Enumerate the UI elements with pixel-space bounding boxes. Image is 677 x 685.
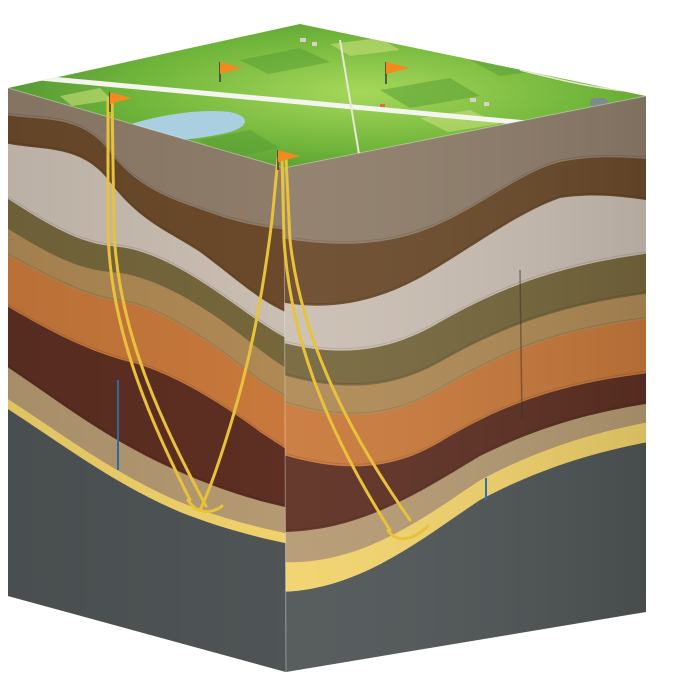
well-paths: [106, 96, 430, 541]
cube-right-face: [284, 96, 646, 672]
surface-road-secondary: [339, 39, 361, 161]
well-flags: [109, 62, 410, 170]
well-1-path-a: [106, 96, 192, 502]
flag-3: [385, 62, 410, 84]
well-2-path-a: [198, 156, 280, 512]
right-face-shading: [284, 96, 646, 672]
well-2-path-c: [284, 156, 412, 522]
flag-1: [109, 92, 132, 112]
well-1-path-b: [110, 96, 208, 508]
flag-2: [219, 62, 242, 82]
well-1-toe: [186, 498, 224, 513]
well-2-path-b: [280, 156, 392, 532]
well-2-toe: [386, 524, 430, 541]
flag-4: [277, 150, 300, 170]
